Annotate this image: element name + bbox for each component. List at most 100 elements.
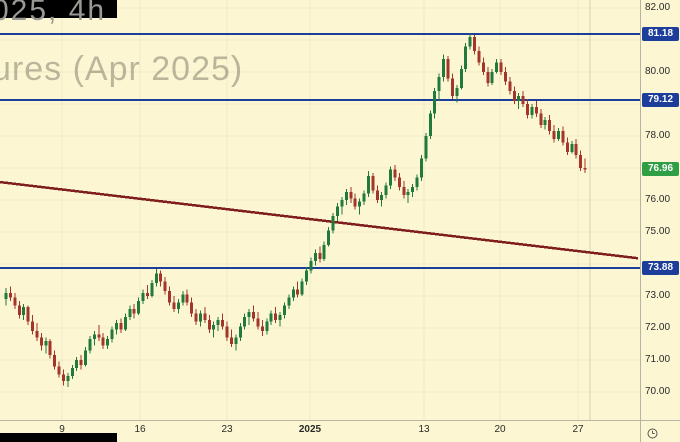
candle-body xyxy=(221,320,225,327)
candle-body xyxy=(380,195,384,200)
price-axis[interactable]: 82.00 80.00 78.00 76.00 75.00 73.00 72.00 71.00… xyxy=(640,0,680,420)
candle-body xyxy=(433,91,437,114)
time-axis-label: 23 xyxy=(221,424,233,435)
candle-body xyxy=(486,72,490,84)
candle-body xyxy=(375,190,379,200)
candle-body xyxy=(353,198,357,207)
candle-body xyxy=(84,350,88,365)
candle-body xyxy=(172,302,176,309)
candle-body xyxy=(331,216,335,231)
candle-body xyxy=(4,292,8,300)
candle-body xyxy=(521,96,525,104)
candle-body xyxy=(371,176,375,191)
candle-body xyxy=(318,252,322,260)
last-price-badge[interactable]: 76.96 xyxy=(642,162,679,177)
candle-body xyxy=(61,374,65,381)
candle-body xyxy=(313,252,317,261)
price-tick-label: 76.00 xyxy=(645,194,671,205)
price-tick-label: 78.00 xyxy=(645,130,671,141)
price-tick-label: 75.00 xyxy=(645,226,671,237)
level-price-badge[interactable]: 79.12 xyxy=(642,93,679,108)
clock-icon[interactable] xyxy=(647,426,658,442)
candle-body xyxy=(31,321,35,332)
candle-body xyxy=(503,72,507,82)
candle-body xyxy=(366,176,370,194)
level-price-badge[interactable]: 81.18 xyxy=(642,27,679,42)
candle-body xyxy=(225,326,229,338)
candle-body xyxy=(106,339,110,346)
candle-body xyxy=(450,78,454,96)
candle-body xyxy=(464,46,468,69)
price-tick-label: 70.00 xyxy=(645,386,671,397)
candle-body xyxy=(238,326,242,338)
level-price-badge[interactable]: 73.88 xyxy=(642,260,679,275)
candle-body xyxy=(212,324,216,330)
candle-body xyxy=(137,300,141,314)
candle-body xyxy=(198,313,202,322)
candle-body xyxy=(70,368,74,376)
candle-body xyxy=(415,177,419,188)
candle-body xyxy=(101,337,105,346)
candle-body xyxy=(393,169,397,178)
candle-body xyxy=(123,316,127,330)
candle-body xyxy=(574,144,578,156)
candle-body xyxy=(163,281,167,292)
time-axis-label: 16 xyxy=(134,424,146,435)
candle-body xyxy=(132,308,136,314)
candle-body xyxy=(216,320,220,325)
candle-body xyxy=(296,289,300,295)
candle-body xyxy=(282,305,286,316)
candle-body xyxy=(75,360,79,368)
chart-pane[interactable]: ures (Apr 2025) 025, 4h xyxy=(0,0,640,420)
candle-body xyxy=(490,72,494,84)
time-axis-label: 27 xyxy=(572,424,584,435)
candle-body xyxy=(39,337,43,346)
candle-body xyxy=(411,187,415,192)
candle-body xyxy=(57,366,61,375)
candle-body xyxy=(526,104,530,116)
candle-body xyxy=(468,36,472,47)
candle-body xyxy=(79,360,83,365)
candle-body xyxy=(110,329,114,340)
time-axis-label: 20 xyxy=(494,424,506,435)
candle-body xyxy=(477,51,481,63)
candle-body xyxy=(327,230,331,245)
candle-body xyxy=(358,201,362,207)
price-tick-label: 72.00 xyxy=(645,322,671,333)
candle-body xyxy=(291,289,295,298)
candle-body xyxy=(269,313,273,322)
axis-corner xyxy=(640,420,680,442)
candle-body xyxy=(481,62,485,72)
candle-body xyxy=(534,107,538,114)
candle-body xyxy=(207,320,211,330)
candle-body xyxy=(322,244,326,260)
candle-body xyxy=(495,62,499,72)
candle-body xyxy=(115,323,118,330)
time-axis[interactable]: 9 16 23 2025 13 20 27 xyxy=(0,420,640,442)
candle-body xyxy=(517,96,521,101)
candle-body xyxy=(539,113,543,125)
candle-body xyxy=(154,273,158,284)
candle-body xyxy=(13,297,17,306)
candlestick-chart xyxy=(0,0,640,420)
candle-body xyxy=(8,292,12,298)
candle-body xyxy=(305,270,309,282)
descending-trendline[interactable] xyxy=(0,180,639,260)
candle-body xyxy=(252,312,256,319)
candle-body xyxy=(243,316,247,327)
candle-body xyxy=(278,315,282,320)
candle-body xyxy=(141,292,145,301)
candle-body xyxy=(499,62,503,72)
candle-body xyxy=(234,337,238,344)
candle-body xyxy=(561,131,565,143)
candle-body xyxy=(557,131,560,140)
candle-body xyxy=(309,260,313,271)
candle-body xyxy=(128,308,132,317)
candle-body xyxy=(565,142,569,152)
candle-body xyxy=(459,68,463,88)
candle-body xyxy=(88,339,92,351)
candle-body xyxy=(168,291,172,303)
candle-body xyxy=(194,313,198,322)
candle-body xyxy=(419,158,423,178)
